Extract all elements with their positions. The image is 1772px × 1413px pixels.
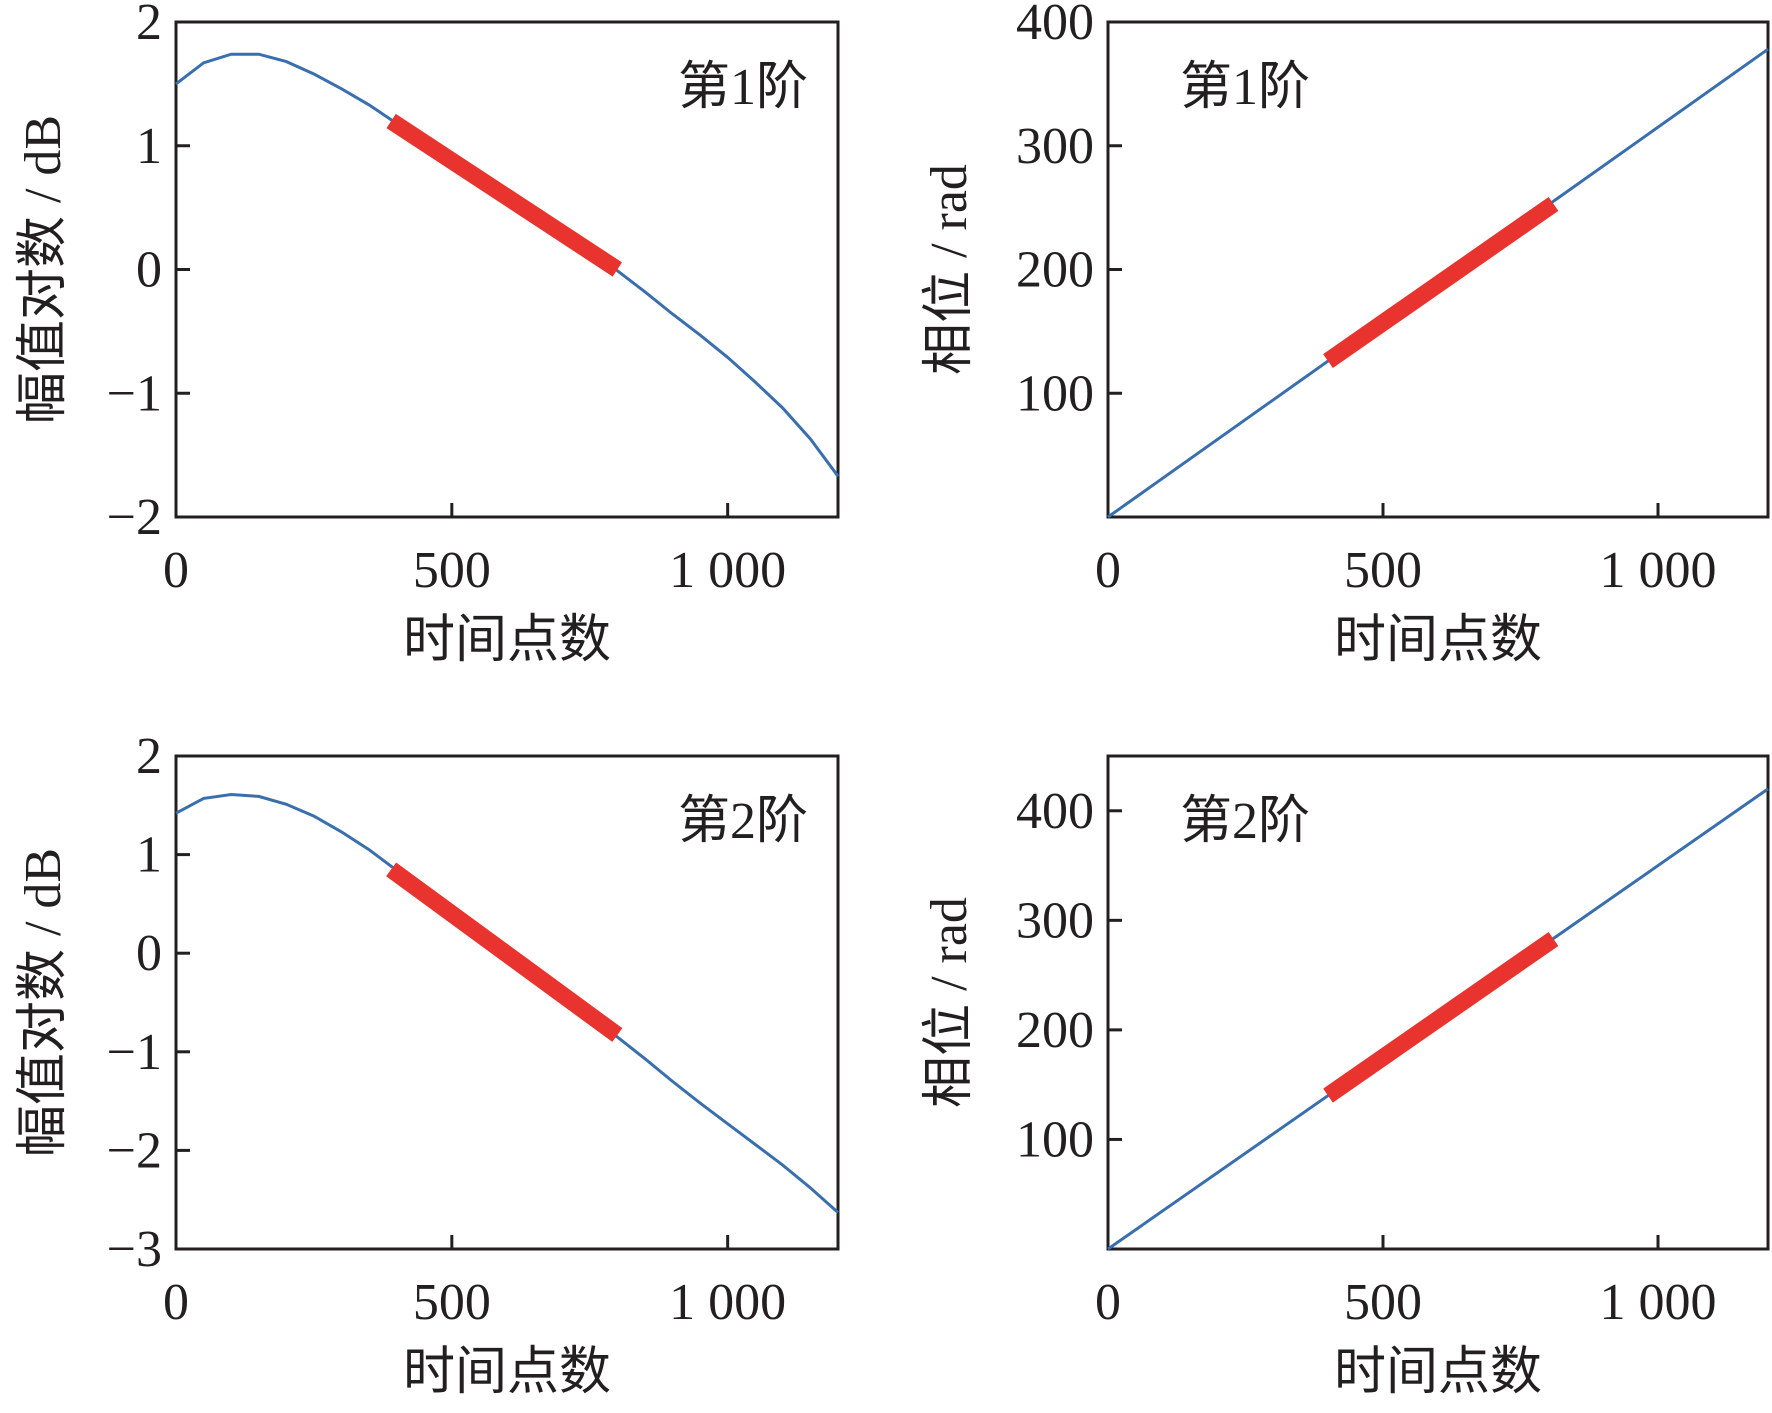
y-tick-label: 300 (1016, 892, 1094, 949)
chart-panel-1: 0 500 1 000 −2 −1 0 1 2 时间点数 幅值对数 / dB 第1阶 (15, 0, 840, 669)
highlight-segment (1323, 931, 1559, 1103)
y-axis-label: 相位 / rad (921, 897, 978, 1108)
x-tick-label: 1 000 (669, 1274, 786, 1331)
y-tick-label: −1 (107, 365, 162, 422)
highlight-segment (386, 113, 622, 277)
x-tick-label: 1 000 (1600, 1274, 1717, 1331)
order-annotation: 第1阶 (1180, 59, 1310, 116)
y-axis-label: 幅值对数 / dB (15, 848, 72, 1157)
chart-panel-2: 0 500 1 000 100 200 300 400 时间点数 相位 / rad 第1阶 (921, 0, 1770, 669)
y-tick-label: 400 (1016, 0, 1094, 51)
order-annotation: 第2阶 (1180, 793, 1310, 850)
y-tick-label: −1 (107, 1024, 162, 1081)
y-tick-label: 0 (136, 925, 162, 982)
y-tick-label: 100 (1016, 1111, 1094, 1168)
x-tick-label: 500 (1344, 1274, 1422, 1331)
y-tick-label: −3 (107, 1221, 162, 1278)
highlight-segment (386, 862, 623, 1042)
order-annotation: 第2阶 (678, 793, 808, 850)
x-tick-label: 0 (163, 542, 189, 599)
x-tick-label: 500 (1344, 542, 1422, 599)
y-tick-label: 0 (136, 242, 162, 299)
y-tick-label: 300 (1016, 118, 1094, 175)
y-tick-label: 1 (136, 827, 162, 884)
x-axis-label: 时间点数 (403, 612, 611, 669)
highlight-segment (1323, 196, 1559, 369)
x-axis-label: 时间点数 (1334, 612, 1542, 669)
x-tick-label: 0 (163, 1274, 189, 1331)
y-axis-label: 幅值对数 / dB (15, 115, 72, 424)
y-tick-label: 2 (136, 0, 162, 51)
y-tick-label: 400 (1016, 783, 1094, 840)
plot-frame (1106, 754, 1770, 1251)
y-tick-label: −2 (107, 1122, 162, 1179)
chart-panel-4: 0 500 1 000 100 200 300 400 时间点数 相位 / rad 第2阶 (921, 754, 1770, 1401)
x-tick-label: 500 (413, 1274, 491, 1331)
y-tick-label: 2 (136, 728, 162, 785)
x-tick-label: 1 000 (1600, 542, 1717, 599)
data-curve (175, 52, 840, 478)
x-tick-label: 0 (1095, 1274, 1121, 1331)
order-annotation: 第1阶 (678, 59, 808, 116)
y-tick-label: −2 (107, 489, 162, 546)
x-tick-label: 0 (1095, 542, 1121, 599)
chart-panel-3: 0 500 1 000 −3 −2 −1 0 1 2 时间点数 幅值对数 / dB 第2阶 (15, 728, 840, 1401)
y-tick-label: 200 (1016, 242, 1094, 299)
x-axis-label: 时间点数 (403, 1344, 611, 1401)
x-tick-label: 1 000 (669, 542, 786, 599)
plot-frame (174, 754, 840, 1251)
y-axis-label: 相位 / rad (921, 164, 978, 375)
data-curve (175, 792, 839, 1214)
y-tick-label: 200 (1016, 1002, 1094, 1059)
y-tick-label: 1 (136, 118, 162, 175)
x-axis-label: 时间点数 (1334, 1344, 1542, 1401)
x-tick-label: 500 (413, 542, 491, 599)
y-tick-label: 100 (1016, 365, 1094, 422)
